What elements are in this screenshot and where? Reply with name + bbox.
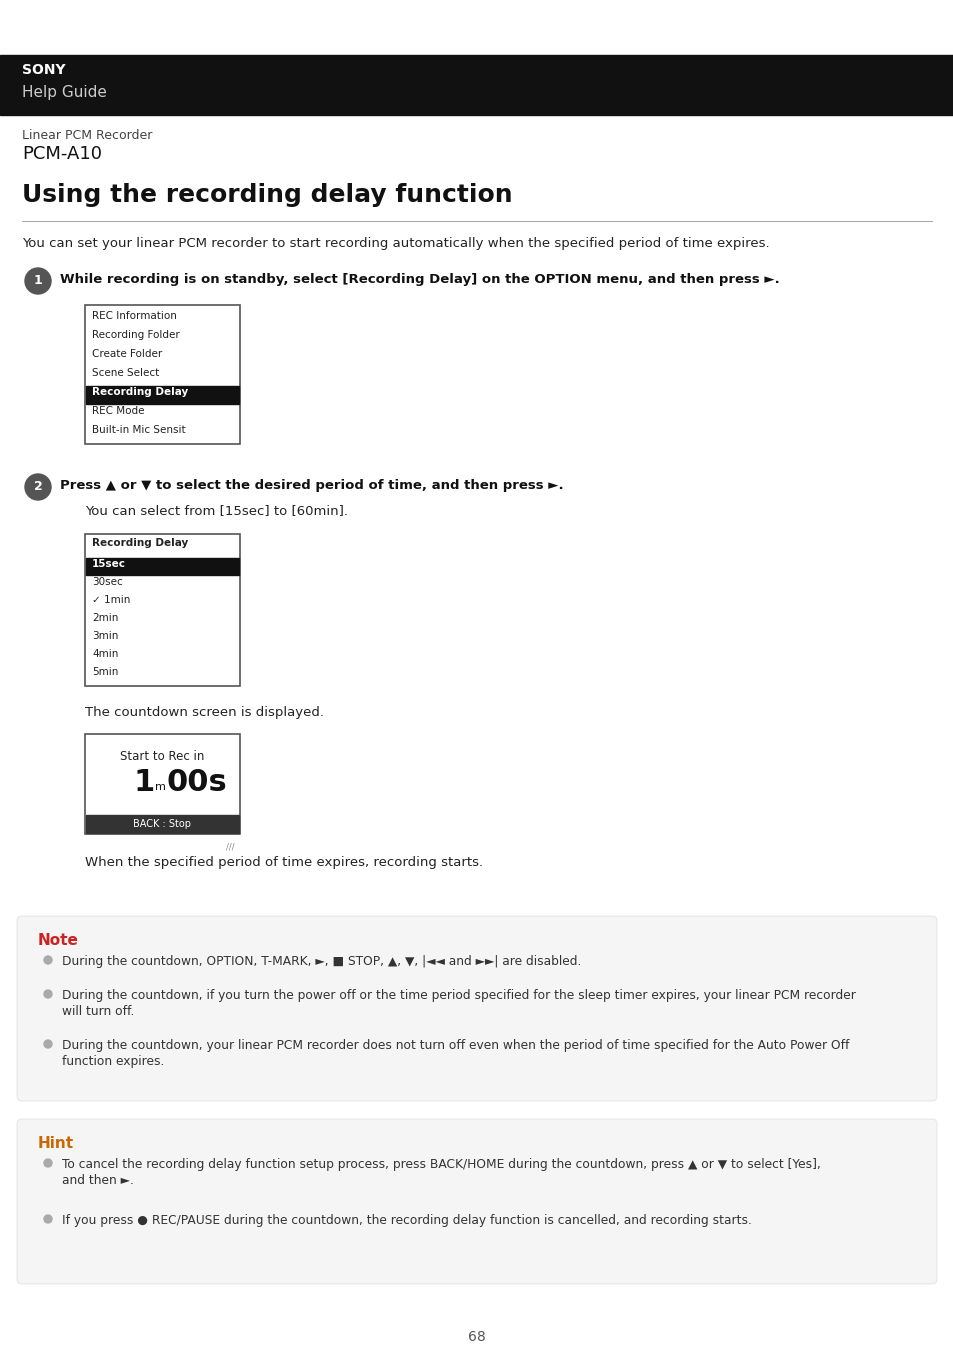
Text: 3min: 3min xyxy=(91,630,118,641)
Bar xyxy=(0,55,953,115)
Bar xyxy=(85,535,240,686)
Circle shape xyxy=(25,269,51,294)
Text: When the specified period of time expires, recording starts.: When the specified period of time expire… xyxy=(85,856,482,869)
Text: 1: 1 xyxy=(133,768,154,796)
Bar xyxy=(86,558,239,575)
Text: PCM-A10: PCM-A10 xyxy=(22,144,102,163)
Text: 00s: 00s xyxy=(167,768,227,796)
Text: Using the recording delay function: Using the recording delay function xyxy=(22,184,512,207)
Text: Note: Note xyxy=(38,933,79,948)
Text: 15sec: 15sec xyxy=(91,559,126,568)
Text: BACK : Stop: BACK : Stop xyxy=(133,819,192,829)
Text: and then ►.: and then ►. xyxy=(62,1174,133,1187)
FancyBboxPatch shape xyxy=(17,917,936,1102)
Bar xyxy=(85,734,240,834)
Text: You can set your linear PCM recorder to start recording automatically when the s: You can set your linear PCM recorder to … xyxy=(22,238,769,250)
Text: 4min: 4min xyxy=(91,649,118,659)
Text: SONY: SONY xyxy=(22,63,66,77)
Text: You can select from [15sec] to [60min].: You can select from [15sec] to [60min]. xyxy=(85,504,348,517)
Bar xyxy=(85,305,240,444)
Circle shape xyxy=(44,990,52,998)
Text: Built-in Mic Sensit: Built-in Mic Sensit xyxy=(91,425,186,435)
Text: REC Mode: REC Mode xyxy=(91,406,144,416)
Text: Recording Delay: Recording Delay xyxy=(91,539,188,548)
Text: ///: /// xyxy=(226,842,234,850)
Text: function expires.: function expires. xyxy=(62,1054,164,1068)
Text: m: m xyxy=(155,782,166,792)
Text: The countdown screen is displayed.: The countdown screen is displayed. xyxy=(85,706,324,720)
Circle shape xyxy=(44,956,52,964)
Text: Recording Folder: Recording Folder xyxy=(91,329,179,340)
Text: 1: 1 xyxy=(33,274,42,288)
Bar xyxy=(86,815,239,833)
Text: 2min: 2min xyxy=(91,613,118,622)
Circle shape xyxy=(44,1040,52,1048)
Text: Create Folder: Create Folder xyxy=(91,350,162,359)
Text: 68: 68 xyxy=(468,1330,485,1345)
Text: During the countdown, your linear PCM recorder does not turn off even when the p: During the countdown, your linear PCM re… xyxy=(62,1040,848,1052)
Text: Help Guide: Help Guide xyxy=(22,85,107,100)
Text: To cancel the recording delay function setup process, press BACK/HOME during the: To cancel the recording delay function s… xyxy=(62,1158,820,1170)
Text: While recording is on standby, select [Recording Delay] on the OPTION menu, and : While recording is on standby, select [R… xyxy=(60,273,779,286)
Text: Recording Delay: Recording Delay xyxy=(91,387,188,397)
Circle shape xyxy=(25,474,51,500)
Text: If you press ● REC/PAUSE during the countdown, the recording delay function is c: If you press ● REC/PAUSE during the coun… xyxy=(62,1214,751,1227)
Bar xyxy=(86,386,239,404)
Text: Start to Rec in: Start to Rec in xyxy=(120,751,205,763)
Text: 30sec: 30sec xyxy=(91,576,123,587)
Text: 2: 2 xyxy=(33,481,42,494)
Text: will turn off.: will turn off. xyxy=(62,1004,134,1018)
Circle shape xyxy=(44,1160,52,1166)
Text: 5min: 5min xyxy=(91,667,118,676)
Text: During the countdown, if you turn the power off or the time period specified for: During the countdown, if you turn the po… xyxy=(62,990,855,1002)
Text: Press ▲ or ▼ to select the desired period of time, and then press ►.: Press ▲ or ▼ to select the desired perio… xyxy=(60,479,563,491)
Text: Linear PCM Recorder: Linear PCM Recorder xyxy=(22,130,152,142)
Text: During the countdown, OPTION, T-MARK, ►, ■ STOP, ▲, ▼, |◄◄ and ►►| are disabled.: During the countdown, OPTION, T-MARK, ►,… xyxy=(62,954,580,968)
Circle shape xyxy=(44,1215,52,1223)
FancyBboxPatch shape xyxy=(17,1119,936,1284)
Text: Scene Select: Scene Select xyxy=(91,369,159,378)
Text: ✓ 1min: ✓ 1min xyxy=(91,595,131,605)
Text: Hint: Hint xyxy=(38,1135,74,1152)
Text: REC Information: REC Information xyxy=(91,310,176,321)
